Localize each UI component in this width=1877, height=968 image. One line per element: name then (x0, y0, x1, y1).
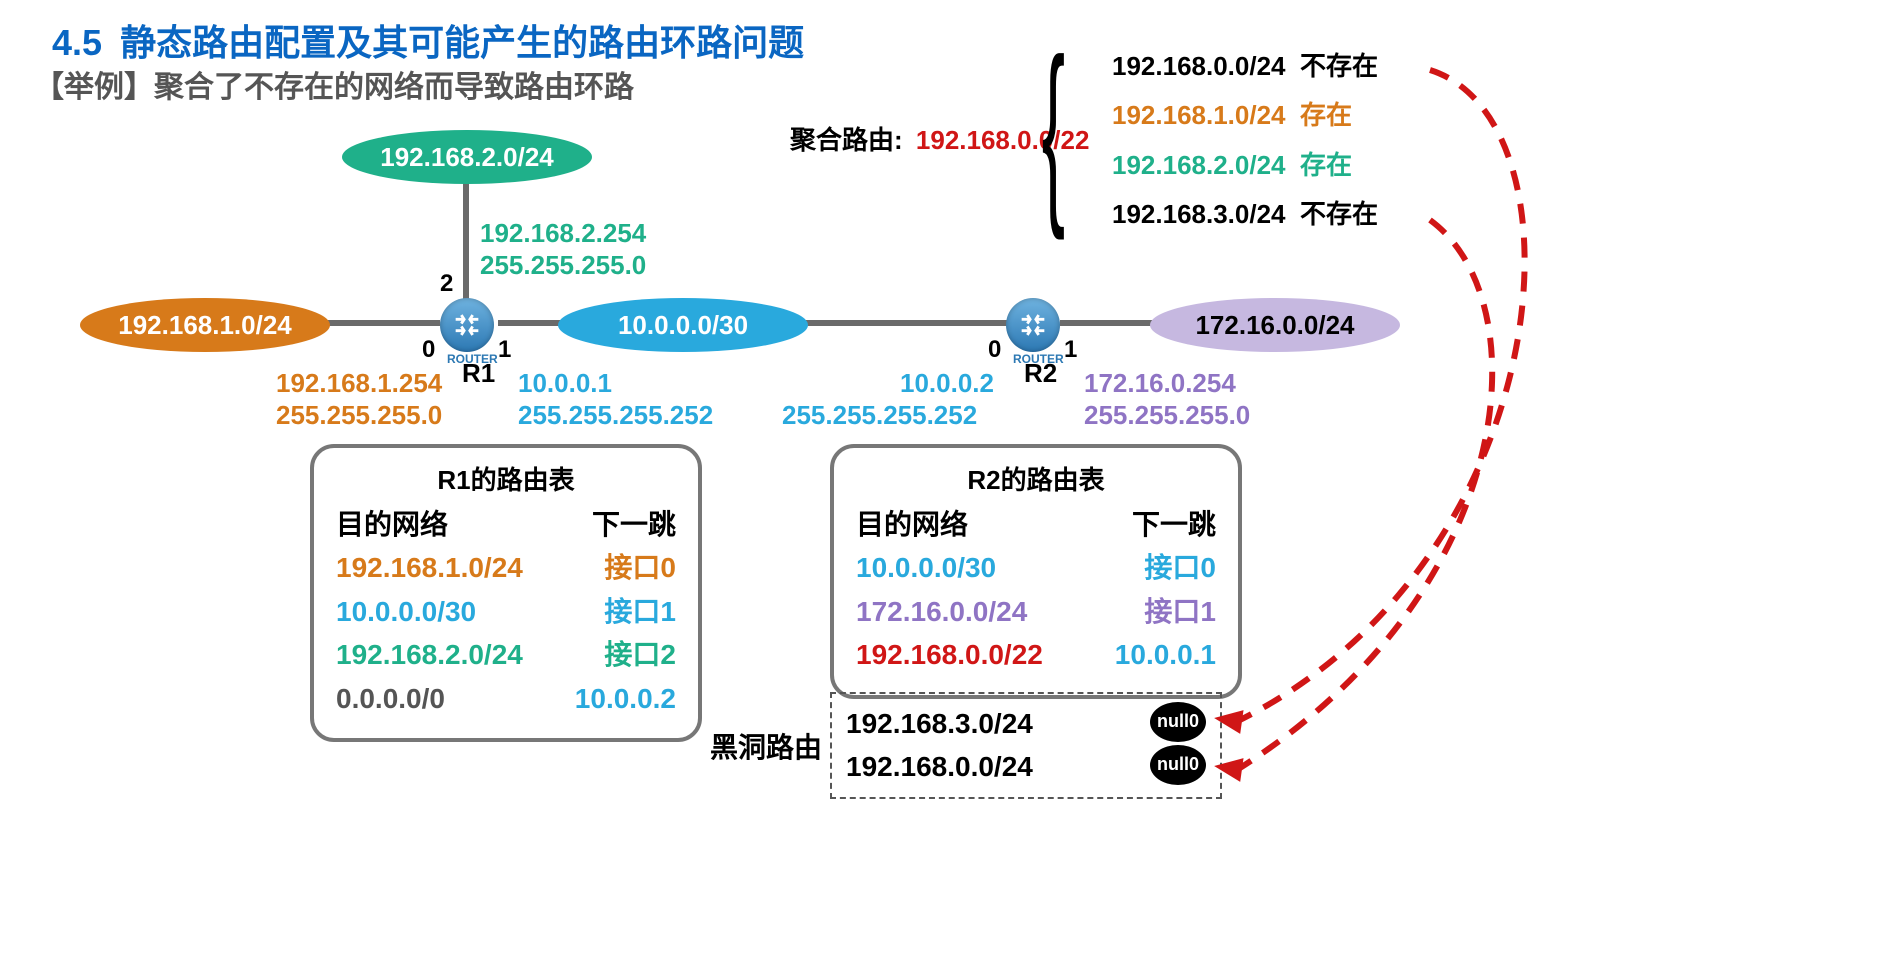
rt2-r1-d: 172.16.0.0/24 (856, 590, 1027, 633)
ip-r2-1-mask: 255.255.255.0 (1084, 400, 1250, 431)
rt1-r2-d: 192.168.2.0/24 (336, 633, 523, 676)
r1-port2: 2 (440, 270, 453, 298)
net-192-168-2: 192.168.2.0/24 (342, 130, 592, 184)
arrowhead-icon (1212, 754, 1243, 782)
rt2-title: R2的路由表 (856, 460, 1216, 497)
rt2-r2-d: 192.168.0.0/22 (856, 633, 1043, 676)
agg-item-1: 192.168.1.0/24 存在 (1112, 91, 1378, 140)
rt1-r2-h: 接口2 (604, 633, 676, 676)
net-192-168-1: 192.168.1.0/24 (80, 298, 330, 352)
link-n2-r1 (463, 172, 469, 302)
r2-port0: 0 (988, 336, 1001, 364)
bh-r0-d: 192.168.3.0/24 (846, 702, 1033, 745)
ip-r1-0-mask: 255.255.255.0 (276, 400, 442, 431)
section-title: 4.5 静态路由配置及其可能产生的路由环路问题 (52, 14, 804, 66)
router-r1-icon (440, 298, 494, 352)
example-subtitle: 【举例】聚合了不存在的网络而导致路由环路 (34, 62, 634, 106)
ip-r1-1-addr: 10.0.0.1 (518, 368, 612, 399)
rt1-r3-h: 10.0.0.2 (575, 677, 676, 720)
blackhole-label: 黑洞路由 (710, 726, 822, 766)
rt1-r0-h: 接口0 (604, 546, 676, 589)
brace-icon: { (1042, 30, 1065, 230)
ip-r1-2-mask: 255.255.255.0 (480, 250, 646, 281)
section-text: 静态路由配置及其可能产生的路由环路问题 (120, 22, 804, 63)
null0-badge: null0 (1150, 702, 1206, 742)
ip-r2-0-mask: 255.255.255.252 (782, 400, 977, 431)
routing-table-r1: R1的路由表 目的网络 下一跳 192.168.1.0/24 接口0 10.0.0.… (310, 444, 702, 742)
router-arrows-icon (1016, 308, 1050, 342)
r1-port1: 1 (498, 336, 511, 364)
aggregate-prefix: 聚合路由: (790, 125, 903, 155)
rt2-r0-d: 10.0.0.0/30 (856, 546, 996, 589)
agg-item-2: 192.168.2.0/24 存在 (1112, 141, 1378, 190)
rt1-r1-d: 10.0.0.0/30 (336, 590, 476, 633)
null0-badge: null0 (1150, 745, 1206, 785)
r1-port0: 0 (422, 336, 435, 364)
rt1-r3-d: 0.0.0.0/0 (336, 677, 445, 720)
ip-r2-0-addr: 10.0.0.2 (884, 368, 994, 399)
router-r2-name: R2 (1024, 358, 1057, 389)
router-arrows-icon (450, 308, 484, 342)
rt2-hdr-dest: 目的网络 (856, 503, 968, 546)
rt2-hdr-hop: 下一跳 (1132, 503, 1216, 546)
rt2-r2-h: 10.0.0.1 (1115, 633, 1216, 676)
r2-port1: 1 (1064, 336, 1077, 364)
net-10-0-0: 10.0.0.0/30 (558, 298, 808, 352)
router-r2-icon (1006, 298, 1060, 352)
rt1-hdr-dest: 目的网络 (336, 503, 448, 546)
agg-item-0: 192.168.0.0/24 不存在 (1112, 42, 1378, 91)
blackhole-routes: 192.168.3.0/24 null0 192.168.0.0/24 null0 (830, 692, 1222, 799)
routing-table-r2: R2的路由表 目的网络 下一跳 10.0.0.0/30 接口0 172.16.0.0… (830, 444, 1242, 699)
rt1-hdr-hop: 下一跳 (592, 503, 676, 546)
net-172-16-0: 172.16.0.0/24 (1150, 298, 1400, 352)
bh-r1-d: 192.168.0.0/24 (846, 745, 1033, 788)
rt2-r1-h: 接口1 (1144, 590, 1216, 633)
section-num: 4.5 (52, 22, 102, 63)
ip-r2-1-addr: 172.16.0.254 (1084, 368, 1236, 399)
router-r1-name: R1 (462, 358, 495, 389)
ip-r1-0-addr: 192.168.1.254 (276, 368, 442, 399)
rt1-title: R1的路由表 (336, 460, 676, 497)
agg-item-3: 192.168.3.0/24 不存在 (1112, 190, 1378, 239)
ip-r1-1-mask: 255.255.255.252 (518, 400, 713, 431)
diagram-stage: 4.5 静态路由配置及其可能产生的路由环路问题 【举例】聚合了不存在的网络而导致… (0, 0, 1877, 968)
rt2-r0-h: 接口0 (1144, 546, 1216, 589)
rt1-r1-h: 接口1 (604, 590, 676, 633)
aggregate-list: 192.168.0.0/24 不存在 192.168.1.0/24 存在 192… (1112, 42, 1378, 240)
ip-r1-2-addr: 192.168.2.254 (480, 218, 646, 249)
arrowhead-icon (1212, 706, 1243, 734)
rt1-r0-d: 192.168.1.0/24 (336, 546, 523, 589)
